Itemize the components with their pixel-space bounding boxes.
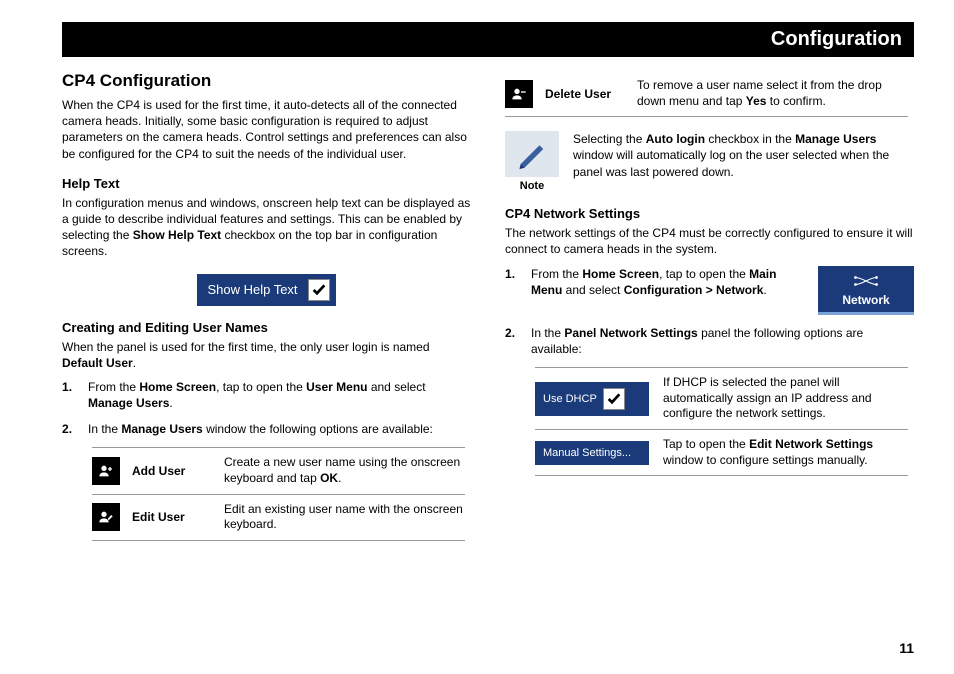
help-text-title: Help Text	[62, 176, 471, 191]
use-dhcp-label: Use DHCP	[543, 393, 597, 405]
check-icon	[311, 282, 327, 298]
note-icon	[505, 131, 559, 177]
network-settings-intro: The network settings of the CP4 must be …	[505, 225, 914, 257]
manual-settings-row: Manual Settings... Tap to open the Edit …	[535, 429, 908, 476]
network-button-label: Network	[842, 293, 889, 307]
use-dhcp-button[interactable]: Use DHCP	[535, 382, 649, 416]
manual-settings-desc: Tap to open the Edit Network Settings wi…	[663, 437, 908, 468]
right-column: Delete User To remove a user name select…	[505, 71, 914, 541]
section-title-cp4-config: CP4 Configuration	[62, 71, 471, 91]
edit-user-row: Edit User Edit an existing user name wit…	[92, 494, 465, 541]
add-user-icon	[92, 457, 120, 485]
use-dhcp-row: Use DHCP If DHCP is selected the panel w…	[535, 367, 908, 429]
users-title: Creating and Editing User Names	[62, 320, 471, 335]
cp4-config-intro: When the CP4 is used for the first time,…	[62, 97, 471, 162]
network-step-1: From the Home Screen, tap to open the Ma…	[505, 266, 914, 315]
add-user-label: Add User	[132, 464, 212, 478]
show-help-text-button[interactable]: Show Help Text	[197, 274, 335, 306]
network-settings-title: CP4 Network Settings	[505, 206, 914, 221]
add-user-row: Add User Create a new user name using th…	[92, 447, 465, 493]
manual-settings-label: Manual Settings...	[543, 447, 631, 459]
use-dhcp-checkbox[interactable]	[603, 388, 625, 410]
edit-user-desc: Edit an existing user name with the onsc…	[224, 502, 465, 533]
use-dhcp-desc: If DHCP is selected the panel will autom…	[663, 375, 908, 422]
edit-user-label: Edit User	[132, 510, 212, 524]
users-intro: When the panel is used for the first tim…	[62, 339, 471, 371]
delete-user-desc: To remove a user name select it from the…	[637, 78, 908, 109]
network-icon	[852, 272, 880, 290]
delete-user-icon	[505, 80, 533, 108]
left-column: CP4 Configuration When the CP4 is used f…	[62, 71, 471, 541]
delete-user-label: Delete User	[545, 87, 625, 101]
page-number: 11	[899, 640, 914, 656]
delete-user-row: Delete User To remove a user name select…	[505, 71, 908, 117]
network-step-2: In the Panel Network Settings panel the …	[505, 325, 914, 357]
users-step-1: From the Home Screen, tap to open the Us…	[62, 379, 471, 411]
note-label: Note	[505, 180, 559, 192]
add-user-desc: Create a new user name using the onscree…	[224, 455, 465, 486]
network-button[interactable]: Network	[818, 266, 914, 315]
edit-user-icon	[92, 503, 120, 531]
check-icon	[606, 391, 622, 407]
users-step-2: In the Manage Users window the following…	[62, 421, 471, 437]
auto-login-note: Note Selecting the Auto login checkbox i…	[505, 131, 914, 192]
help-text-body: In configuration menus and windows, onsc…	[62, 195, 471, 260]
user-options-table: Add User Create a new user name using th…	[62, 447, 471, 540]
manual-settings-button[interactable]: Manual Settings...	[535, 441, 649, 465]
show-help-text-label: Show Help Text	[207, 282, 297, 297]
network-options-table: Use DHCP If DHCP is selected the panel w…	[505, 367, 914, 476]
page-header: Configuration	[62, 22, 914, 57]
note-text: Selecting the Auto login checkbox in the…	[573, 131, 914, 180]
show-help-text-checkbox[interactable]	[308, 279, 330, 301]
